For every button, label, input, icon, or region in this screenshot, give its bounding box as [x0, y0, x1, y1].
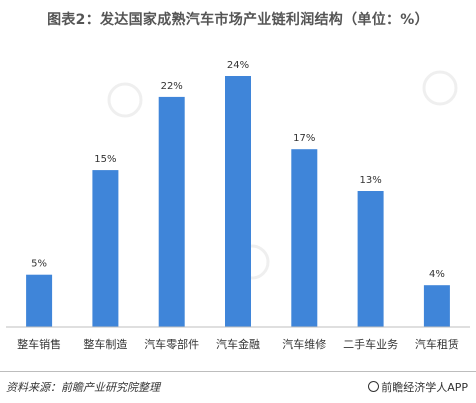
category-label-6: 二手车业务 [343, 337, 398, 351]
source-note: 资料来源：前瞻产业研究院整理 [6, 381, 160, 394]
bar-5 [291, 149, 318, 327]
value-label-6: 13% [359, 175, 381, 186]
logo-icon [368, 381, 380, 392]
credit-text: 前瞻经济学人APP [381, 381, 468, 394]
value-label-1: 5% [31, 259, 47, 270]
footer: 资料来源：前瞻产业研究院整理 前瞻经济学人APP [0, 371, 476, 403]
bar-4 [225, 76, 251, 327]
bar-6 [357, 191, 384, 327]
category-label-3: 汽车零部件 [144, 337, 199, 351]
value-label-7: 4% [429, 269, 445, 280]
value-label-3: 22% [161, 81, 183, 92]
value-label-4: 24% [227, 60, 249, 71]
value-label-2: 15% [94, 154, 116, 165]
value-label-5: 17% [293, 133, 315, 144]
chart-title: 图表2：发达国家成熟汽车市场产业链利润结构（单位：%） [47, 12, 429, 28]
category-label-2: 整车制造 [83, 337, 127, 351]
category-label-7: 汽车租赁 [415, 337, 459, 351]
bar-1 [26, 274, 53, 327]
bar-3 [158, 96, 185, 328]
credit: 前瞻经济学人APP [368, 379, 468, 395]
bar-7 [423, 285, 450, 327]
bar-2 [92, 170, 119, 327]
bar-chart: 5% 15% 22% 24% 17% 13% 4% 整车销售 整车制造 汽车零部件 汽车金融 汽车维… [6, 60, 470, 351]
watermark [107, 70, 458, 280]
category-label-4: 汽车金融 [216, 337, 260, 351]
category-label-1: 整车销售 [17, 337, 61, 351]
category-label-5: 汽车维修 [282, 337, 326, 351]
